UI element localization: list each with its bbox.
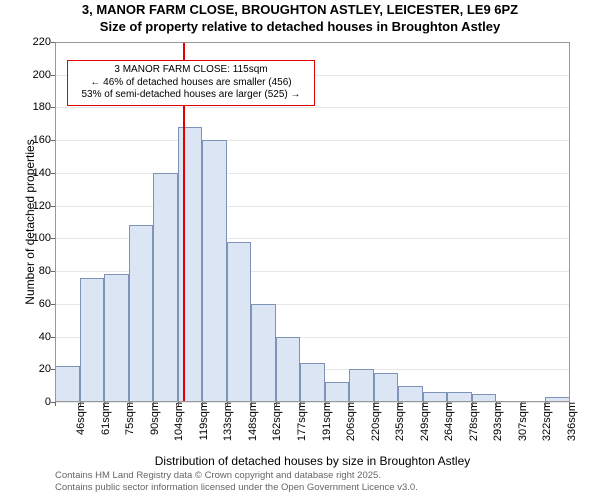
histogram-bar	[276, 337, 301, 402]
xtick-label: 249sqm	[415, 402, 431, 441]
xtick-label: 90sqm	[145, 402, 161, 435]
histogram-bar	[300, 363, 325, 402]
xtick-mark	[276, 402, 277, 406]
ytick-label: 120	[33, 200, 55, 212]
xtick-mark	[398, 402, 399, 406]
xtick-mark	[129, 402, 130, 406]
xtick-label: 322sqm	[537, 402, 553, 441]
histogram-bar	[129, 225, 154, 402]
histogram-bar	[374, 373, 399, 402]
y-axis-label: Number of detached properties	[23, 122, 37, 322]
xtick-mark	[521, 402, 522, 406]
ytick-label: 220	[33, 36, 55, 48]
xtick-mark	[349, 402, 350, 406]
annotation-box: 3 MANOR FARM CLOSE: 115sqm ← 46% of deta…	[67, 60, 315, 106]
xtick-mark	[496, 402, 497, 406]
xtick-label: 75sqm	[120, 402, 136, 435]
xtick-mark	[104, 402, 105, 406]
attribution-text: Contains HM Land Registry data © Crown c…	[55, 470, 418, 495]
title-line-2: Size of property relative to detached ho…	[0, 19, 600, 36]
histogram-bar	[153, 173, 178, 402]
annotation-line-1: 3 MANOR FARM CLOSE: 115sqm	[74, 64, 308, 77]
histogram-bar	[55, 366, 80, 402]
xtick-mark	[447, 402, 448, 406]
histogram-bar	[423, 392, 448, 402]
xtick-label: 307sqm	[513, 402, 529, 441]
histogram-bar	[325, 382, 350, 402]
xtick-mark	[300, 402, 301, 406]
xtick-label: 162sqm	[267, 402, 283, 441]
ytick-label: 140	[33, 167, 55, 179]
xtick-label: 220sqm	[366, 402, 382, 441]
gridline-h	[55, 206, 570, 207]
xtick-label: 133sqm	[218, 402, 234, 441]
xtick-label: 148sqm	[243, 402, 259, 441]
xtick-mark	[251, 402, 252, 406]
histogram-bar	[447, 392, 472, 402]
chart-container: 3, MANOR FARM CLOSE, BROUGHTON ASTLEY, L…	[0, 0, 600, 500]
xtick-mark	[227, 402, 228, 406]
xtick-mark	[569, 402, 570, 406]
ytick-label: 200	[33, 69, 55, 81]
xtick-label: 235sqm	[390, 402, 406, 441]
xtick-mark	[325, 402, 326, 406]
xtick-mark	[153, 402, 154, 406]
xtick-label: 278sqm	[464, 402, 480, 441]
ytick-label: 80	[39, 265, 55, 277]
annotation-line-3: 53% of semi-detached houses are larger (…	[74, 89, 308, 102]
x-axis-label: Distribution of detached houses by size …	[55, 454, 570, 468]
ytick-label: 0	[45, 396, 55, 408]
xtick-mark	[423, 402, 424, 406]
xtick-label: 206sqm	[341, 402, 357, 441]
chart-title: 3, MANOR FARM CLOSE, BROUGHTON ASTLEY, L…	[0, 2, 600, 36]
ytick-label: 180	[33, 101, 55, 113]
xtick-mark	[55, 402, 56, 406]
ytick-label: 100	[33, 232, 55, 244]
xtick-mark	[545, 402, 546, 406]
xtick-label: 46sqm	[71, 402, 87, 435]
histogram-bar	[349, 369, 374, 402]
xtick-label: 293sqm	[488, 402, 504, 441]
xtick-label: 104sqm	[169, 402, 185, 441]
gridline-h	[55, 42, 570, 43]
ytick-label: 60	[39, 298, 55, 310]
xtick-label: 191sqm	[317, 402, 333, 441]
gridline-h	[55, 140, 570, 141]
xtick-label: 119sqm	[194, 402, 210, 440]
histogram-bar	[227, 242, 252, 402]
xtick-mark	[472, 402, 473, 406]
xtick-label: 336sqm	[562, 402, 578, 441]
histogram-bar	[178, 127, 203, 402]
xtick-mark	[178, 402, 179, 406]
histogram-bar	[202, 140, 227, 402]
xtick-label: 264sqm	[439, 402, 455, 441]
histogram-bar	[80, 278, 105, 402]
attribution-line-2: Contains public sector information licen…	[55, 482, 418, 494]
xtick-mark	[80, 402, 81, 406]
ytick-label: 20	[39, 363, 55, 375]
ytick-label: 160	[33, 134, 55, 146]
attribution-line-1: Contains HM Land Registry data © Crown c…	[55, 470, 418, 482]
histogram-bar	[104, 274, 129, 402]
gridline-h	[55, 107, 570, 108]
histogram-bar	[398, 386, 423, 402]
gridline-h	[55, 173, 570, 174]
title-line-1: 3, MANOR FARM CLOSE, BROUGHTON ASTLEY, L…	[0, 2, 600, 19]
xtick-mark	[374, 402, 375, 406]
xtick-label: 177sqm	[292, 402, 308, 441]
histogram-bar	[251, 304, 276, 402]
xtick-mark	[202, 402, 203, 406]
xtick-label: 61sqm	[96, 402, 112, 435]
annotation-line-2: ← 46% of detached houses are smaller (45…	[74, 77, 308, 90]
histogram-bar	[472, 394, 497, 402]
ytick-label: 40	[39, 331, 55, 343]
